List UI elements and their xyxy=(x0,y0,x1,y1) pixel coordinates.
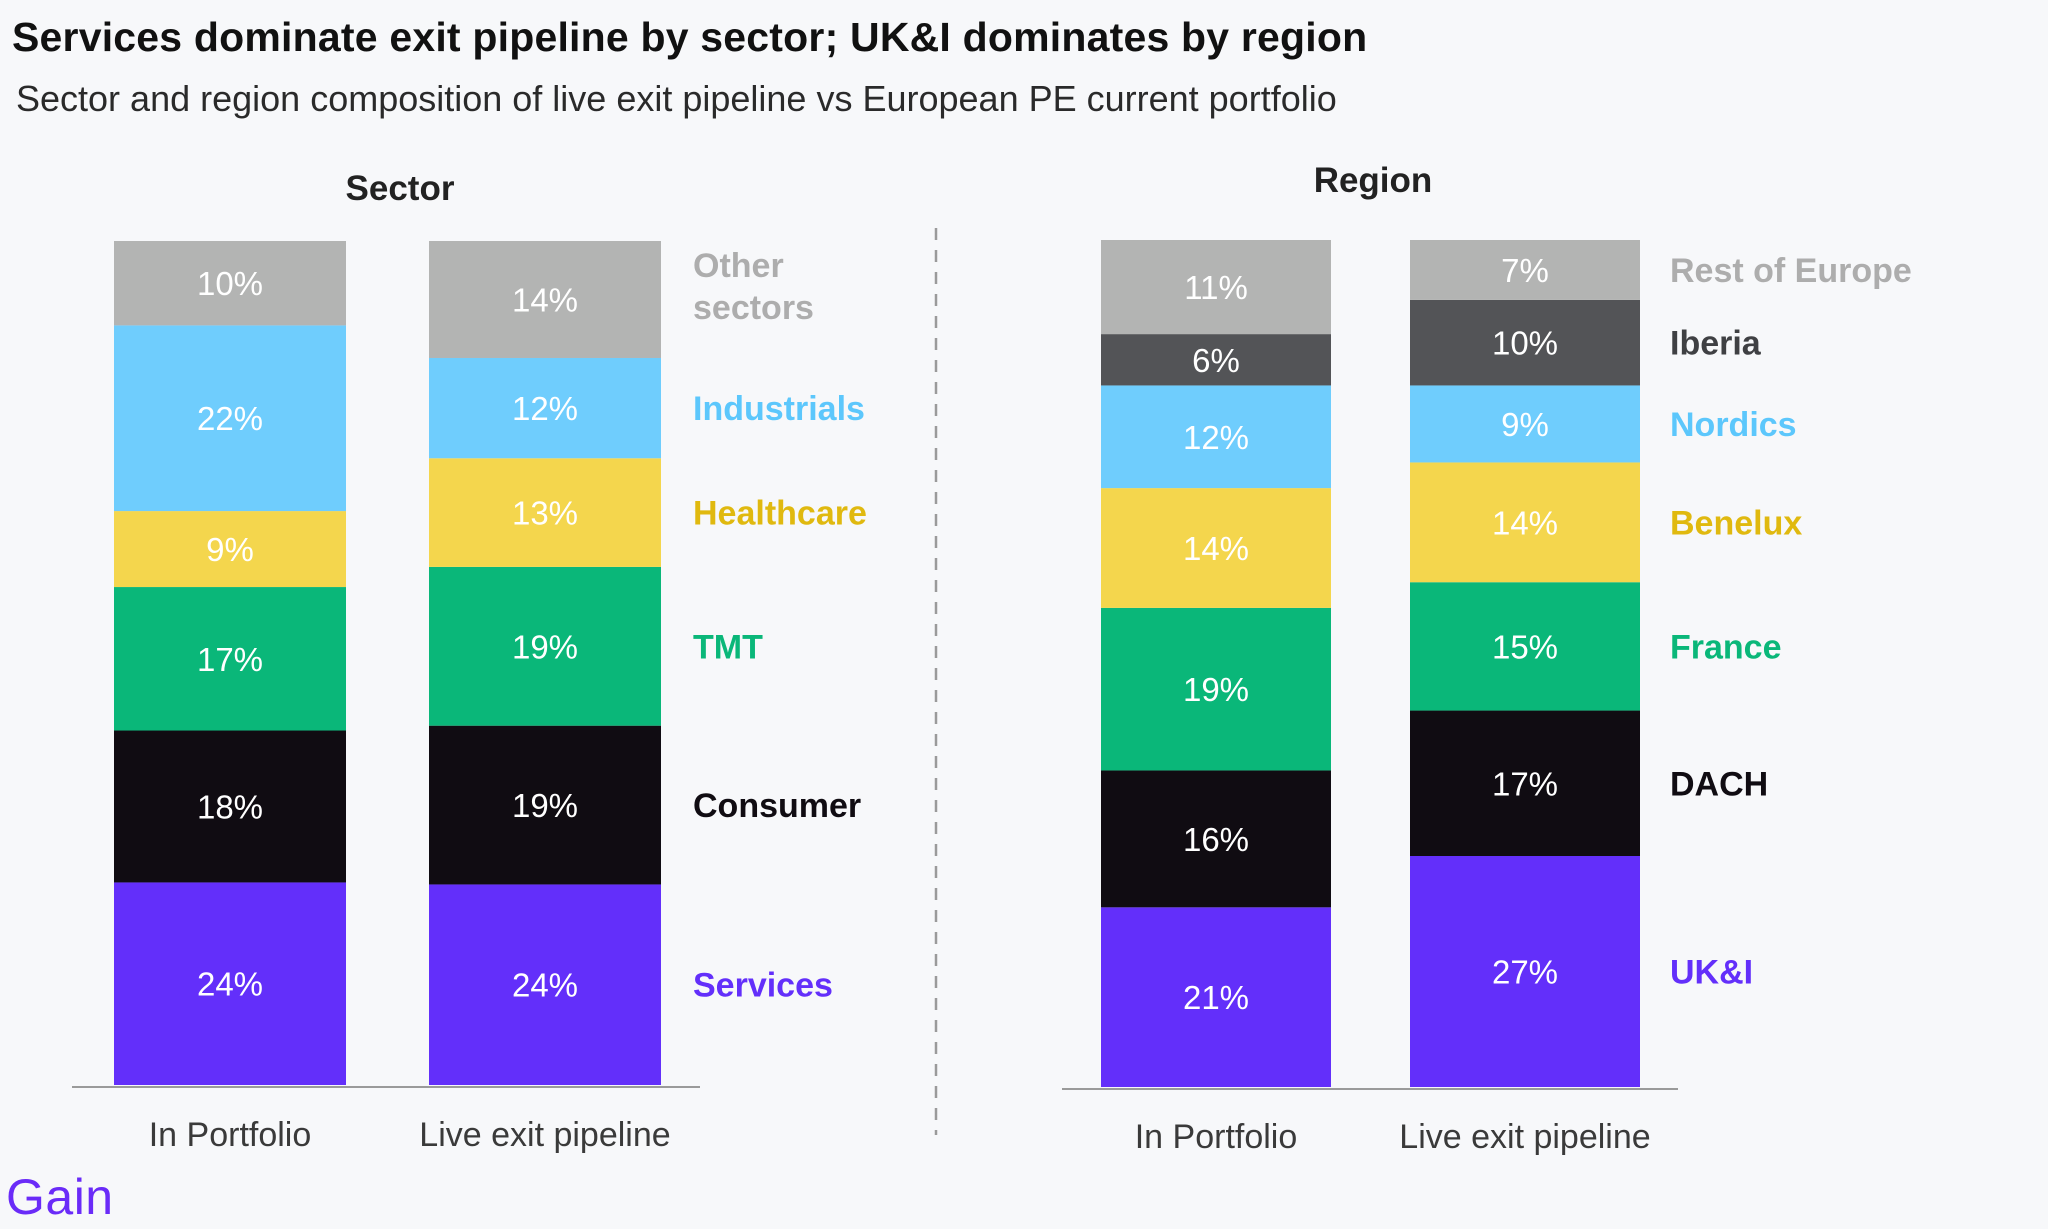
region-legend-nordics: Nordics xyxy=(1670,406,1797,444)
region-data-label-in-portfolio-benelux: 14% xyxy=(1183,530,1249,567)
region-bar-live-exit-pipeline-ukandi xyxy=(1410,856,1640,1087)
sector-data-label-live-exit-pipeline-tmt: 19% xyxy=(512,628,578,665)
sector-data-label-in-portfolio-consumer: 18% xyxy=(197,788,263,825)
region-bar-in-portfolio-benelux xyxy=(1101,488,1331,608)
region-bar-in-portfolio-iberia xyxy=(1101,334,1331,386)
region-legend-france: France xyxy=(1670,628,1782,666)
region-data-label-live-exit-pipeline-dach: 17% xyxy=(1492,765,1558,802)
region-data-label-in-portfolio-iberia: 6% xyxy=(1192,342,1240,379)
sector-bar-in-portfolio-consumer xyxy=(114,730,346,883)
sector-bar-in-portfolio-other-sectors xyxy=(114,241,346,326)
sector-bar-live-exit-pipeline-tmt xyxy=(429,566,661,726)
region-data-label-in-portfolio-dach: 16% xyxy=(1183,821,1249,858)
region-bar-in-portfolio-nordics xyxy=(1101,385,1331,489)
sector-data-label-in-portfolio-healthcare: 9% xyxy=(206,531,254,568)
sector-bar-live-exit-pipeline-healthcare xyxy=(429,458,661,567)
chart-title: Services dominate exit pipeline by secto… xyxy=(12,14,1368,60)
region-bar-in-portfolio-france xyxy=(1101,607,1331,771)
sector-bar-live-exit-pipeline-consumer xyxy=(429,725,661,885)
chart-subtitle: Sector and region composition of live ex… xyxy=(16,78,1337,119)
region-data-label-in-portfolio-nordics: 12% xyxy=(1183,419,1249,456)
sector-bar-in-portfolio-healthcare xyxy=(114,511,346,588)
sector-data-label-live-exit-pipeline-services: 24% xyxy=(512,967,578,1004)
region-data-label-live-exit-pipeline-iberia: 10% xyxy=(1492,325,1558,362)
region-legend-ukandi: UK&I xyxy=(1670,954,1753,992)
region-data-label-live-exit-pipeline-nordics: 9% xyxy=(1501,406,1549,443)
sector-bar-in-portfolio-industrials xyxy=(114,325,346,512)
region-legend-benelux: Benelux xyxy=(1670,504,1802,542)
brand-logo: Gain xyxy=(6,1169,114,1225)
region-data-label-live-exit-pipeline-france: 15% xyxy=(1492,628,1558,665)
region-data-label-in-portfolio-rest-of-europe: 11% xyxy=(1184,269,1248,306)
region-legend-rest-of-europe: Rest of Europe xyxy=(1670,252,1912,290)
sector-legend-services: Services xyxy=(693,967,833,1005)
sector-data-label-in-portfolio-tmt: 17% xyxy=(197,641,263,678)
sector-bar-in-portfolio-tmt xyxy=(114,587,346,731)
region-bar-in-portfolio-dach xyxy=(1101,770,1331,908)
region-legend-dach: DACH xyxy=(1670,765,1768,803)
sector-panel-title: Sector xyxy=(346,169,455,208)
region-bar-live-exit-pipeline-benelux xyxy=(1410,462,1640,583)
sector-legend-tmt: TMT xyxy=(693,628,763,666)
region-data-label-in-portfolio-ukandi: 21% xyxy=(1183,979,1249,1016)
sector-bar-live-exit-pipeline-other-sectors xyxy=(429,241,661,358)
region-bar-in-portfolio-ukandi xyxy=(1101,907,1331,1087)
region-bar-live-exit-pipeline-france xyxy=(1410,582,1640,711)
sector-data-label-live-exit-pipeline-industrials: 12% xyxy=(512,390,578,427)
region-bar-live-exit-pipeline-nordics xyxy=(1410,385,1640,463)
sector-data-label-live-exit-pipeline-healthcare: 13% xyxy=(512,495,578,532)
sector-data-label-in-portfolio-other-sectors: 10% xyxy=(197,265,263,302)
region-data-label-live-exit-pipeline-benelux: 14% xyxy=(1492,504,1558,541)
sector-data-label-in-portfolio-industrials: 22% xyxy=(197,400,263,437)
region-panel-title: Region xyxy=(1314,161,1433,200)
sector-legend-other-sectors: Other sectors xyxy=(693,247,814,327)
sector-legend-healthcare: Healthcare xyxy=(693,495,867,533)
sector-data-label-live-exit-pipeline-consumer: 19% xyxy=(512,787,578,824)
sector-data-label-in-portfolio-services: 24% xyxy=(197,966,263,1003)
region-data-label-live-exit-pipeline-rest-of-europe: 7% xyxy=(1501,252,1549,289)
region-category-label-live-exit-pipeline: Live exit pipeline xyxy=(1399,1118,1650,1156)
sector-legend-consumer: Consumer xyxy=(693,787,861,825)
sector-category-label-live-exit-pipeline: Live exit pipeline xyxy=(419,1116,670,1154)
sector-bar-live-exit-pipeline-services xyxy=(429,884,661,1085)
region-data-label-in-portfolio-france: 19% xyxy=(1183,671,1249,708)
region-bar-live-exit-pipeline-rest-of-europe xyxy=(1410,240,1640,300)
sector-data-label-live-exit-pipeline-other-sectors: 14% xyxy=(512,281,578,318)
sector-bar-in-portfolio-services xyxy=(114,882,346,1085)
region-data-label-live-exit-pipeline-ukandi: 27% xyxy=(1492,954,1558,991)
sector-bar-live-exit-pipeline-industrials xyxy=(429,357,661,459)
region-legend-iberia: Iberia xyxy=(1670,325,1762,363)
sector-category-label-in-portfolio: In Portfolio xyxy=(149,1116,312,1154)
region-bar-in-portfolio-rest-of-europe xyxy=(1101,240,1331,335)
sector-legend-industrials: Industrials xyxy=(693,390,865,428)
region-bar-live-exit-pipeline-dach xyxy=(1410,710,1640,856)
region-category-label-in-portfolio: In Portfolio xyxy=(1135,1118,1298,1156)
region-bar-live-exit-pipeline-iberia xyxy=(1410,299,1640,386)
